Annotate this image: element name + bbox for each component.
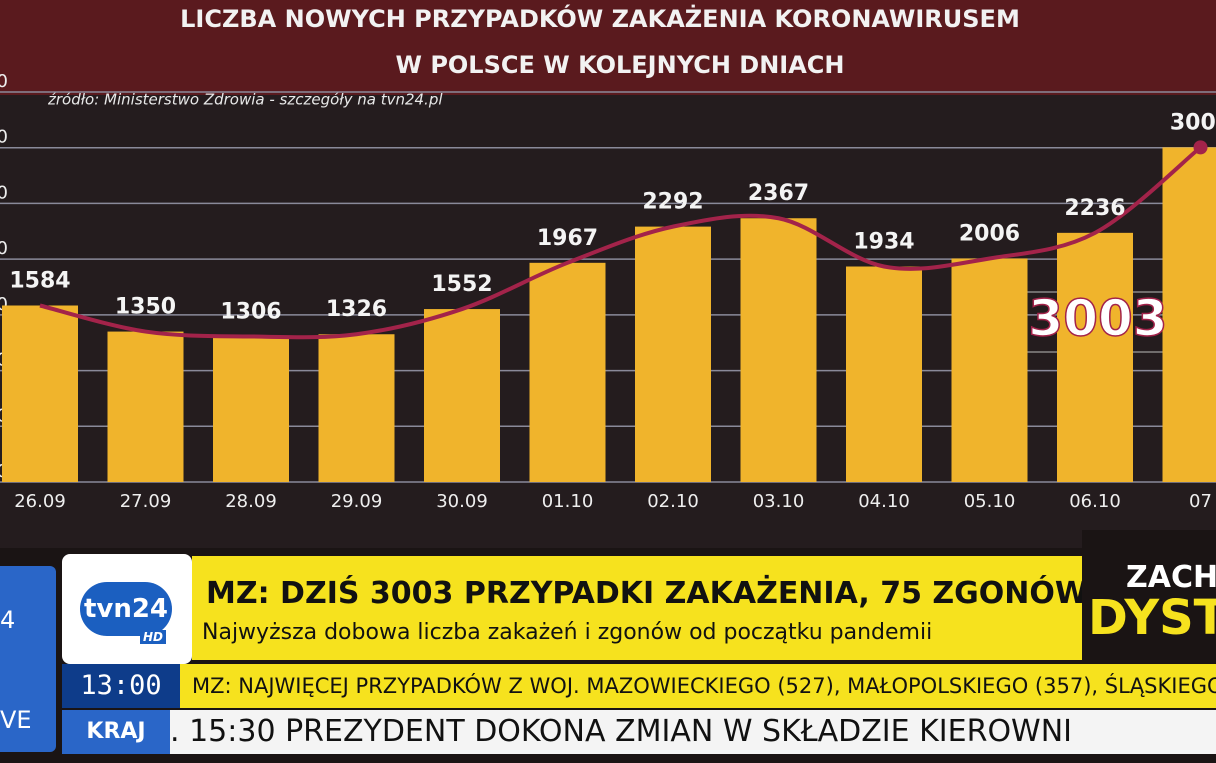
section: KRAJ xyxy=(62,710,170,754)
x-tick-label: 28.09 xyxy=(225,491,277,512)
ticker-line1: MZ: NAJWIĘCEJ PRZYPADKÓW Z WOJ. MAZOWIEC… xyxy=(180,664,1216,708)
bar xyxy=(1162,147,1216,482)
left-top: 4 xyxy=(0,606,16,634)
chart: LICZBA NOWYCH PRZYPADKÓW ZAKAŻENIA KORON… xyxy=(0,0,1216,512)
time: 13:00 xyxy=(62,664,180,708)
x-tick-label: 03.10 xyxy=(753,491,805,512)
bar xyxy=(529,262,606,482)
value-label: 2006 xyxy=(959,221,1020,246)
bar xyxy=(107,331,184,482)
bar xyxy=(1057,232,1133,482)
title-band xyxy=(0,0,1216,95)
value-label: 1584 xyxy=(9,268,70,293)
x-tick-label: 06.10 xyxy=(1069,491,1121,512)
x-tick-label: 04.10 xyxy=(858,491,910,512)
logo-box: tvn24 HD xyxy=(62,554,192,664)
x-tick-label: 07 xyxy=(1189,491,1212,512)
value-label: 1306 xyxy=(220,299,281,324)
y-tick-label: 2500 xyxy=(0,182,8,203)
value-label: 1326 xyxy=(326,297,387,322)
x-tick-label: 01.10 xyxy=(542,491,594,512)
bar xyxy=(213,336,289,482)
x-tick-label: 27.09 xyxy=(120,491,172,512)
x-tick-label: 26.09 xyxy=(14,491,66,512)
left-bottom: VE xyxy=(0,706,32,734)
value-label: 2367 xyxy=(748,181,809,206)
badge-bottom: DYSTA xyxy=(1088,590,1216,646)
value-label: 1552 xyxy=(431,272,492,297)
value-label: 2292 xyxy=(642,190,703,215)
value-label: 3003 xyxy=(1170,110,1216,135)
trend-line xyxy=(39,145,1202,340)
logo-hd: HD xyxy=(140,630,167,644)
bar xyxy=(635,226,711,482)
x-tick-label: 02.10 xyxy=(647,491,699,512)
subline: Najwyższa dobowa liczba zakażeń i zgonów… xyxy=(202,620,933,645)
end-point xyxy=(1193,140,1208,155)
bar xyxy=(2,305,78,482)
logo: tvn24 xyxy=(80,582,172,636)
x-tick-label: 29.09 xyxy=(331,491,383,512)
headline: MZ: DZIŚ 3003 PRZYPADKI ZAKAŻENIA, 75 ZG… xyxy=(206,576,1082,611)
value-label: 1967 xyxy=(537,226,598,251)
badge-top: ZACH xyxy=(1126,560,1216,595)
bar xyxy=(846,266,922,482)
value-label: 1350 xyxy=(115,295,176,320)
bar xyxy=(740,218,817,482)
left-panel: 4 VE xyxy=(0,566,56,752)
y-tick-label: 2000 xyxy=(0,238,8,259)
badge: ZACH DYSTA xyxy=(1082,530,1216,660)
chart-subtitle: W POLSCE W KOLEJNYCH DNIACH xyxy=(395,51,844,79)
x-tick-label: 30.09 xyxy=(436,491,488,512)
y-tick-label: 3000 xyxy=(0,127,8,148)
chart-title: LICZBA NOWYCH PRZYPADKÓW ZAKAŻENIA KORON… xyxy=(180,3,1020,33)
value-label: 1934 xyxy=(853,229,914,254)
y-tick-label: 3500 xyxy=(0,71,8,92)
bar xyxy=(951,258,1028,482)
y-tick-label: 1500 xyxy=(0,294,8,315)
bar xyxy=(318,334,395,482)
headline-box: MZ: DZIŚ 3003 PRZYPADKI ZAKAŻENIA, 75 ZG… xyxy=(192,556,1082,660)
x-tick-label: 05.10 xyxy=(964,491,1016,512)
bar xyxy=(424,309,500,482)
ticker-line2: . 15:30 PREZYDENT DOKONA ZMIAN W SKŁADZI… xyxy=(170,710,1216,754)
value-label: 2236 xyxy=(1064,196,1125,221)
source: źródło: Ministerstwo Zdrowia - szczegóły… xyxy=(47,91,443,109)
annotation: 3003 xyxy=(1028,290,1167,348)
